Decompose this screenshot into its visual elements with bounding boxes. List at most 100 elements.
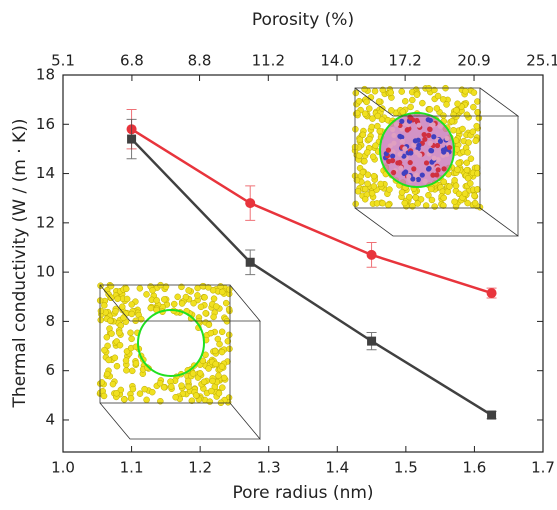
y-tick-label: 4 bbox=[45, 410, 55, 428]
atom bbox=[450, 126, 457, 134]
atom bbox=[474, 109, 482, 116]
atom bbox=[182, 293, 190, 301]
atom bbox=[113, 362, 121, 370]
atom bbox=[440, 202, 447, 209]
atom bbox=[462, 87, 469, 95]
x-tick-label: 1.2 bbox=[188, 459, 212, 477]
y-tick-label: 8 bbox=[45, 312, 55, 330]
atom bbox=[199, 282, 207, 290]
atom bbox=[431, 155, 437, 161]
atom bbox=[397, 151, 403, 157]
atom bbox=[431, 134, 437, 140]
atom bbox=[225, 331, 233, 339]
atom bbox=[161, 296, 168, 303]
atom bbox=[101, 302, 108, 309]
atom bbox=[408, 115, 414, 121]
atom bbox=[421, 132, 427, 138]
atom bbox=[129, 385, 137, 393]
marker bbox=[127, 134, 137, 144]
atom bbox=[386, 158, 392, 164]
atom bbox=[411, 166, 417, 172]
atom bbox=[141, 385, 148, 393]
atom bbox=[219, 384, 226, 391]
atom bbox=[205, 284, 212, 291]
atom bbox=[156, 379, 164, 387]
atom bbox=[209, 377, 216, 385]
atom bbox=[120, 314, 127, 322]
atom bbox=[440, 112, 447, 119]
atom bbox=[354, 187, 362, 195]
atom bbox=[419, 172, 425, 178]
atom bbox=[406, 173, 412, 179]
atom bbox=[128, 301, 135, 308]
atom bbox=[441, 166, 447, 172]
atom bbox=[209, 286, 217, 294]
box-edge bbox=[354, 87, 481, 209]
atom bbox=[401, 153, 407, 159]
atom bbox=[451, 177, 458, 184]
atom bbox=[464, 149, 471, 156]
atom bbox=[112, 307, 119, 315]
atom bbox=[474, 186, 481, 193]
atom bbox=[375, 98, 383, 105]
x-tick-label: 1.4 bbox=[325, 459, 349, 477]
atom bbox=[184, 377, 192, 385]
atom bbox=[361, 157, 368, 165]
atom bbox=[435, 157, 441, 163]
atom bbox=[427, 126, 433, 132]
marker bbox=[367, 336, 377, 346]
atom bbox=[434, 172, 440, 178]
atom bbox=[412, 138, 418, 144]
atom bbox=[206, 398, 214, 405]
atom bbox=[127, 329, 134, 337]
x-tick-label: 1.0 bbox=[51, 459, 75, 477]
atom bbox=[409, 96, 416, 104]
x-tick-label: 1.7 bbox=[531, 459, 555, 477]
atom bbox=[196, 370, 204, 377]
atom bbox=[407, 103, 414, 111]
atom bbox=[385, 201, 392, 209]
atom bbox=[461, 190, 469, 197]
atom bbox=[368, 123, 375, 131]
atom bbox=[136, 285, 144, 292]
atom bbox=[419, 99, 426, 107]
atom bbox=[213, 303, 220, 310]
x-tick-label: 1.6 bbox=[462, 459, 486, 477]
atom bbox=[370, 172, 378, 180]
marker bbox=[245, 257, 255, 267]
atom bbox=[448, 117, 456, 125]
atom bbox=[363, 98, 370, 106]
atom bbox=[435, 167, 441, 173]
atom bbox=[352, 200, 359, 208]
x2-axis-title: Porosity (%) bbox=[252, 10, 354, 30]
atom bbox=[120, 396, 128, 403]
atom bbox=[398, 165, 404, 171]
atom bbox=[415, 176, 421, 183]
atom bbox=[170, 300, 178, 308]
atom bbox=[386, 186, 393, 193]
atom bbox=[128, 310, 136, 318]
atom bbox=[439, 96, 447, 103]
atom bbox=[111, 354, 119, 362]
atom bbox=[190, 299, 197, 307]
atom bbox=[443, 101, 450, 108]
atom bbox=[390, 169, 397, 176]
atom bbox=[216, 340, 223, 348]
atom bbox=[361, 85, 368, 93]
box-edge bbox=[99, 284, 231, 404]
atom bbox=[446, 183, 453, 190]
atom bbox=[374, 122, 381, 130]
atom bbox=[364, 171, 372, 179]
atom bbox=[430, 122, 436, 128]
atom bbox=[441, 149, 447, 155]
x2-tick-label: 11.2 bbox=[252, 52, 285, 70]
atom bbox=[361, 110, 369, 117]
atom bbox=[426, 106, 434, 113]
atom bbox=[113, 390, 120, 397]
atom bbox=[215, 372, 222, 379]
x-tick-label: 1.1 bbox=[120, 459, 144, 477]
atom bbox=[426, 132, 432, 138]
atom bbox=[149, 388, 156, 396]
atom bbox=[172, 393, 179, 401]
